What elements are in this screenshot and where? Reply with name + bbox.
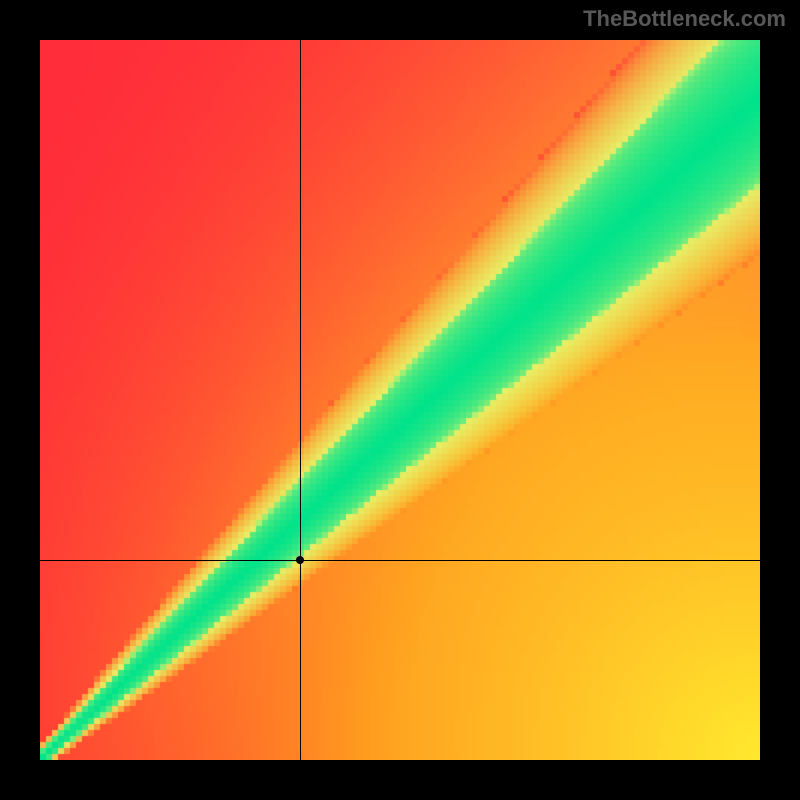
watermark-text: TheBottleneck.com	[583, 6, 786, 32]
heatmap-canvas	[40, 40, 760, 760]
chart-container: TheBottleneck.com	[0, 0, 800, 800]
crosshair-vertical	[300, 40, 301, 760]
crosshair-horizontal	[40, 560, 760, 561]
marker-dot	[296, 556, 304, 564]
